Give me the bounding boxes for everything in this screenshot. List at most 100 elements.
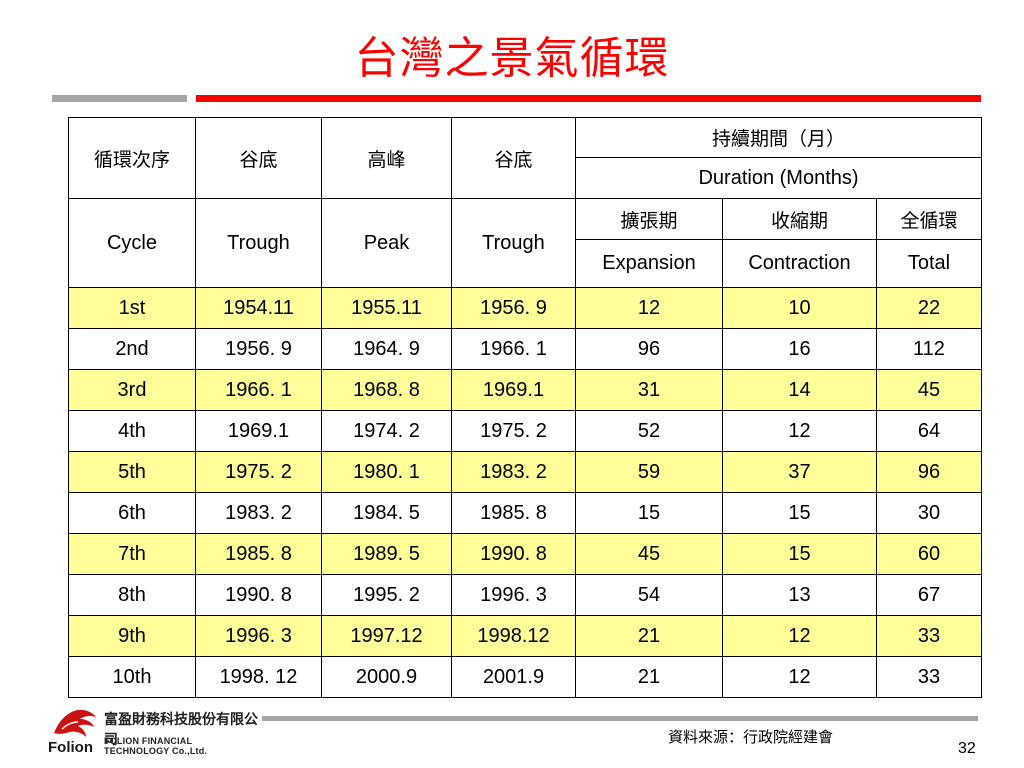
cell-trough2: 1969.1 (451, 369, 576, 411)
cell-cycle: 9th (68, 615, 196, 657)
header-duration-zh: 持續期間（月） (575, 117, 982, 158)
table-row: 8th 1990. 8 1995. 2 1996. 3 54 13 67 (68, 574, 982, 616)
header-cycle-zh: 循環次序 (68, 117, 196, 199)
cell-expansion: 15 (575, 492, 723, 534)
header-trough2-en: Trough (451, 198, 576, 288)
cell-trough: 1975. 2 (195, 451, 322, 493)
header-expansion-zh: 擴張期 (575, 198, 723, 240)
header-contraction-zh: 收縮期 (722, 198, 877, 240)
table-row: 1st 1954.11 1955.11 1956. 9 12 10 22 (68, 287, 982, 329)
slide-title: 台灣之景氣循環 (354, 33, 670, 84)
cell-cycle: 3rd (68, 369, 196, 411)
header-duration-en: Duration (Months) (575, 157, 982, 199)
cell-cycle: 1st (68, 287, 196, 329)
cell-expansion: 52 (575, 410, 723, 452)
cell-cycle: 8th (68, 574, 196, 616)
cell-peak: 1968. 8 (321, 369, 452, 411)
cell-contraction: 12 (722, 615, 877, 657)
header-cycle-en: Cycle (68, 198, 196, 288)
cell-trough: 1969.1 (195, 410, 322, 452)
cell-contraction: 13 (722, 574, 877, 616)
cell-cycle: 2nd (68, 328, 196, 370)
cell-total: 96 (876, 451, 982, 493)
header-total-en: Total (876, 239, 982, 288)
cell-peak: 2000.9 (321, 656, 452, 698)
cell-total: 60 (876, 533, 982, 575)
cell-contraction: 10 (722, 287, 877, 329)
cell-cycle: 5th (68, 451, 196, 493)
cell-trough: 1985. 8 (195, 533, 322, 575)
cell-contraction: 15 (722, 533, 877, 575)
cell-peak: 1980. 1 (321, 451, 452, 493)
cell-total: 33 (876, 615, 982, 657)
title-divider-red (196, 95, 981, 102)
table-row: 6th 1983. 2 1984. 5 1985. 8 15 15 30 (68, 492, 982, 534)
cell-trough: 1966. 1 (195, 369, 322, 411)
logo-wordmark: Folion (48, 739, 93, 756)
cell-contraction: 14 (722, 369, 877, 411)
cell-contraction: 12 (722, 656, 877, 698)
cell-peak: 1989. 5 (321, 533, 452, 575)
cell-trough2: 2001.9 (451, 656, 576, 698)
cell-total: 45 (876, 369, 982, 411)
cell-expansion: 96 (575, 328, 723, 370)
cell-trough2: 1975. 2 (451, 410, 576, 452)
cell-trough: 1996. 3 (195, 615, 322, 657)
cell-peak: 1984. 5 (321, 492, 452, 534)
cell-total: 33 (876, 656, 982, 698)
cell-trough: 1956. 9 (195, 328, 322, 370)
cell-expansion: 59 (575, 451, 723, 493)
cell-expansion: 31 (575, 369, 723, 411)
cell-trough2: 1985. 8 (451, 492, 576, 534)
cell-trough2: 1998.12 (451, 615, 576, 657)
cell-cycle: 6th (68, 492, 196, 534)
cell-expansion: 54 (575, 574, 723, 616)
company-name-zh: 富盈財務科技股份有限公司 (104, 712, 258, 748)
table-row: 9th 1996. 3 1997.12 1998.12 21 12 33 (68, 615, 982, 657)
cell-total: 22 (876, 287, 982, 329)
source-note: 資料來源：行政院經建會 (668, 728, 834, 746)
cell-trough: 1954.11 (195, 287, 322, 329)
header-total-zh: 全循環 (876, 198, 982, 240)
table-row: 3rd 1966. 1 1968. 8 1969.1 31 14 45 (68, 369, 982, 411)
cell-total: 67 (876, 574, 982, 616)
header-peak-en: Peak (321, 198, 452, 288)
table-row: 5th 1975. 2 1980. 1 1983. 2 59 37 96 (68, 451, 982, 493)
cell-peak: 1997.12 (321, 615, 452, 657)
lion-logo-icon (54, 709, 96, 737)
cell-contraction: 37 (722, 451, 877, 493)
cell-total: 64 (876, 410, 982, 452)
cell-cycle: 4th (68, 410, 196, 452)
cell-peak: 1955.11 (321, 287, 452, 329)
cell-expansion: 45 (575, 533, 723, 575)
cell-contraction: 15 (722, 492, 877, 534)
footer-divider (262, 716, 978, 721)
cell-expansion: 21 (575, 656, 723, 698)
header-trough-zh: 谷底 (195, 117, 322, 199)
cell-total: 112 (876, 328, 982, 370)
cell-expansion: 21 (575, 615, 723, 657)
company-name-en: FOLION FINANCIAL TECHNOLOGY Co.,Ltd. (104, 736, 208, 756)
header-trough-en: Trough (195, 198, 322, 288)
header-trough2-zh: 谷底 (451, 117, 576, 199)
cell-peak: 1974. 2 (321, 410, 452, 452)
header-peak-zh: 高峰 (321, 117, 452, 199)
cell-trough: 1983. 2 (195, 492, 322, 534)
table-row: 7th 1985. 8 1989. 5 1990. 8 45 15 60 (68, 533, 982, 575)
cell-peak: 1995. 2 (321, 574, 452, 616)
cell-trough2: 1983. 2 (451, 451, 576, 493)
cell-contraction: 16 (722, 328, 877, 370)
table-row: 2nd 1956. 9 1964. 9 1966. 1 96 16 112 (68, 328, 982, 370)
table-row: 4th 1969.1 1974. 2 1975. 2 52 12 64 (68, 410, 982, 452)
business-cycle-table: 循環次序 谷底 高峰 谷底 持續期間（月） Duration (Months) … (68, 117, 982, 698)
company-logo: Folion 富盈財務科技股份有限公司 FOLION FINANCIAL TEC… (44, 703, 260, 759)
cell-cycle: 10th (68, 656, 196, 698)
cell-expansion: 12 (575, 287, 723, 329)
cell-trough2: 1996. 3 (451, 574, 576, 616)
cell-trough2: 1990. 8 (451, 533, 576, 575)
header-contraction-en: Contraction (722, 239, 877, 288)
cell-trough: 1998. 12 (195, 656, 322, 698)
cell-trough2: 1966. 1 (451, 328, 576, 370)
cell-trough: 1990. 8 (195, 574, 322, 616)
cell-contraction: 12 (722, 410, 877, 452)
